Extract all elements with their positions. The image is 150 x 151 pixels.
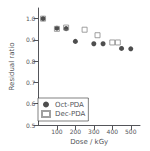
svg-text:Oct-PDA: Oct-PDA bbox=[55, 101, 84, 109]
svg-text:400: 400 bbox=[107, 128, 119, 135]
svg-text:0.8: 0.8 bbox=[26, 58, 36, 65]
svg-text:Residual ratio: Residual ratio bbox=[8, 43, 16, 91]
svg-text:Dose / kGy: Dose / kGy bbox=[70, 138, 108, 146]
svg-text:500: 500 bbox=[125, 128, 137, 135]
svg-text:0.6: 0.6 bbox=[26, 100, 36, 107]
svg-text:1.0: 1.0 bbox=[26, 15, 36, 22]
svg-text:Dec-PDA: Dec-PDA bbox=[55, 110, 86, 118]
svg-text:200: 200 bbox=[70, 128, 82, 135]
svg-text:100: 100 bbox=[51, 128, 63, 135]
svg-text:300: 300 bbox=[88, 128, 100, 135]
svg-text:0.5: 0.5 bbox=[26, 122, 36, 129]
svg-text:0.9: 0.9 bbox=[26, 36, 36, 43]
svg-text:0.7: 0.7 bbox=[26, 79, 36, 86]
